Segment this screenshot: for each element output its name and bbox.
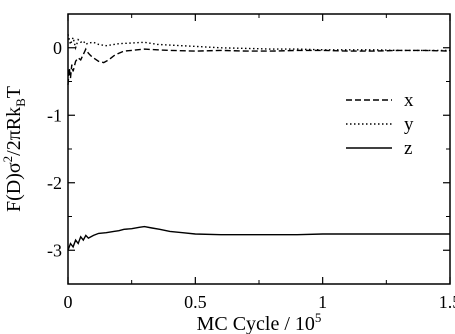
x-tick-label: 0.5	[184, 292, 207, 312]
ticks-layer: 0 0.5 1 1.5 0 -1 -2 -3	[47, 13, 455, 312]
y-tick-label: -3	[47, 240, 62, 260]
x-tick-label: 1.5	[439, 292, 455, 312]
y-tick-label: -2	[47, 173, 62, 193]
y-axis-title-mid: /2πRk	[3, 107, 25, 156]
y-axis-title-end: T	[3, 86, 25, 98]
series-line-x	[67, 47, 451, 85]
legend-label-x: x	[404, 90, 414, 111]
y-tick-label: 0	[53, 38, 62, 58]
series-line-y	[67, 34, 450, 52]
x-tick-label: 1	[318, 292, 327, 312]
x-axis-title: MC Cycle / 105	[197, 310, 322, 334]
x-axis-title-text: MC Cycle / 10	[197, 313, 315, 334]
y-axis-title-base: F(D)σ	[3, 162, 25, 212]
x-tick-label: 0	[64, 292, 73, 312]
legend-label-y: y	[404, 114, 414, 135]
plot-frame	[67, 13, 451, 285]
y-axis-title-sup: 2	[0, 156, 15, 163]
series-line-z	[67, 225, 450, 251]
legend-label-z: z	[404, 138, 412, 159]
y-axis-title: F(D)σ2/2πRkBT	[0, 86, 28, 212]
x-axis-title-exponent: 5	[315, 310, 322, 325]
legend: xyz	[346, 90, 414, 159]
y-tick-label: -1	[47, 105, 62, 125]
y-axis-title-sub: B	[13, 98, 28, 107]
series-layer	[67, 34, 451, 251]
